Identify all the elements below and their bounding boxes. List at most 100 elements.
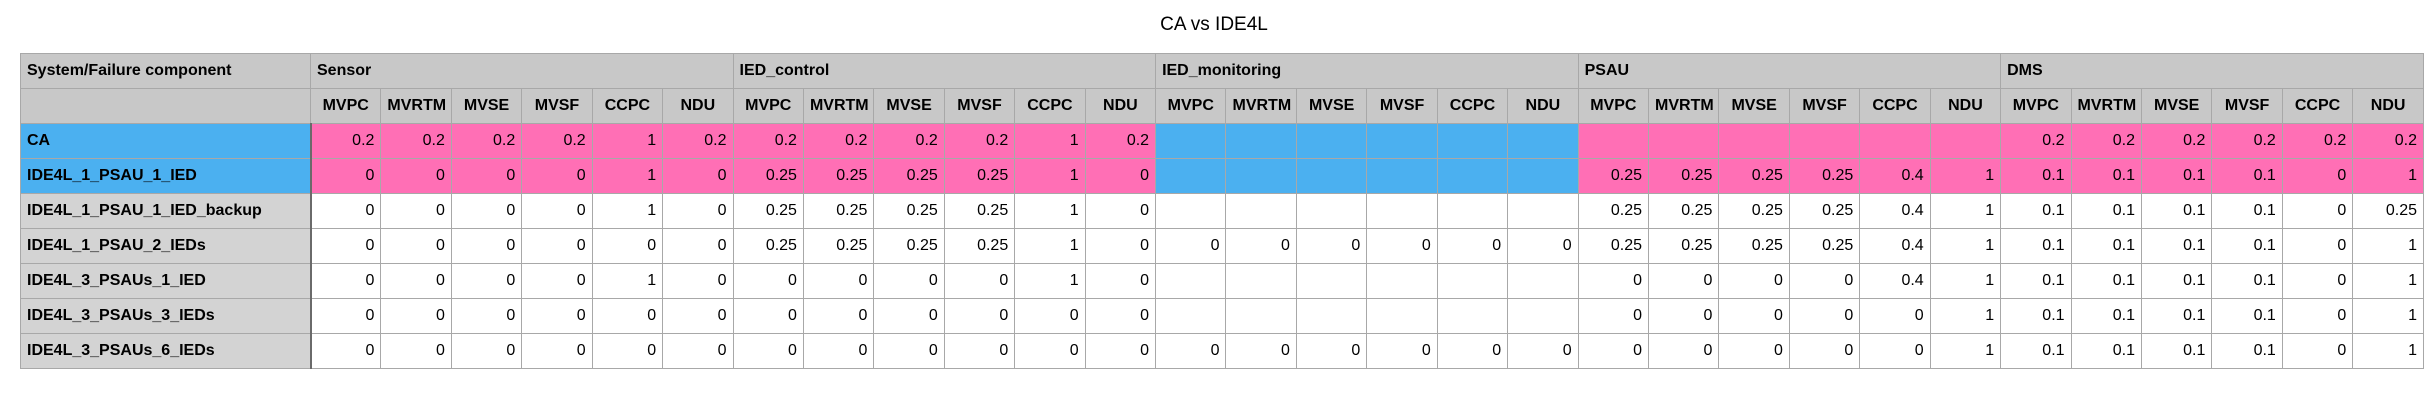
table-cell <box>1436 158 1509 194</box>
table-cell <box>1436 193 1509 229</box>
table-cell: 0 <box>1295 333 1368 369</box>
subcolumn-header: MVRTM <box>802 88 875 124</box>
table-cell: 0.25 <box>943 158 1016 194</box>
subcolumn-header: CCPC <box>2281 88 2354 124</box>
subcolumn-header: MVSE <box>1718 88 1790 124</box>
subcolumn-header: CCPC <box>1859 88 1931 124</box>
table-cell: 0 <box>873 333 945 369</box>
table-cell: 0 <box>1859 333 1931 369</box>
table-cell: 0.2 <box>309 123 382 159</box>
table-cell: 0.25 <box>732 228 804 264</box>
table-cell: 0 <box>943 298 1016 334</box>
table-cell: 0 <box>1648 333 1720 369</box>
table-cell: 0.25 <box>1648 158 1720 194</box>
table-cell: 0.25 <box>1718 158 1790 194</box>
group-header-psau: PSAU <box>1577 53 2002 89</box>
subcolumn-header: MVSE <box>450 88 523 124</box>
table-cell <box>1507 193 1579 229</box>
subcolumn-header: MVSE <box>1295 88 1368 124</box>
table-cell <box>1366 158 1438 194</box>
table-cell: 1 <box>591 158 664 194</box>
table-cell: 0 <box>521 228 593 264</box>
table-cell: 0 <box>309 158 382 194</box>
table-cell: 0 <box>1507 333 1579 369</box>
corner-label: System/Failure component <box>20 53 311 89</box>
table-cell: 0 <box>802 263 875 299</box>
table-cell: 0.2 <box>1084 123 1157 159</box>
table-cell: 0.1 <box>2070 298 2142 334</box>
table-row: IDE4L_1_PSAU_1_IED_backup 0 0 0 0 1 0 0.25 0.25 0… <box>20 193 2424 229</box>
table-cell: 0.2 <box>2140 123 2213 159</box>
table-cell: 0.1 <box>2140 228 2213 264</box>
table-cell: 1 <box>2352 158 2424 194</box>
group-header-ied-monitoring: IED_monitoring <box>1155 53 1579 89</box>
subcolumn-header: NDU <box>1929 88 2002 124</box>
table-cell: 0.25 <box>2352 193 2424 229</box>
subcolumn-header: CCPC <box>1014 88 1086 124</box>
table-cell: 0 <box>662 228 734 264</box>
table-cell: 0 <box>1084 263 1157 299</box>
table-cell: 0 <box>1648 263 1720 299</box>
table-cell: 0 <box>1788 298 1861 334</box>
table-cell: 0 <box>521 263 593 299</box>
table-cell: 0 <box>732 333 804 369</box>
table-cell: 1 <box>2352 333 2424 369</box>
row-label: IDE4L_1_PSAU_1_IED_backup <box>20 193 312 229</box>
table-cell: 0 <box>662 333 734 369</box>
table-cell: 0 <box>1577 298 1650 334</box>
table-cell: 1 <box>1014 158 1086 194</box>
table-cell <box>1295 123 1368 159</box>
table-cell: 0.1 <box>2070 158 2142 194</box>
table-cell <box>1225 123 1297 159</box>
table-cell: 0.1 <box>2211 263 2283 299</box>
table-cell: 0.25 <box>1648 193 1720 229</box>
table-cell: 0.25 <box>1648 228 1720 264</box>
table-cell: 0.25 <box>732 193 804 229</box>
table-cell: 0 <box>1648 298 1720 334</box>
subcolumn-header: NDU <box>2352 88 2424 124</box>
table-cell: 0.2 <box>380 123 452 159</box>
subcolumn-header: MVSF <box>1366 88 1438 124</box>
table-cell <box>1225 298 1297 334</box>
table-cell: 1 <box>1929 193 2002 229</box>
table-cell: 0.2 <box>943 123 1016 159</box>
table-row: IDE4L_1_PSAU_2_IEDs 0 0 0 0 0 0 0.25 0.25 0.25 0.2… <box>20 228 2424 264</box>
table-cell <box>1859 123 1931 159</box>
table-cell: 1 <box>1014 193 1086 229</box>
table-cell: 0.25 <box>1577 228 1650 264</box>
table-cell <box>1295 263 1368 299</box>
subcolumn-header: MVSF <box>521 88 593 124</box>
table-cell: 0 <box>732 263 804 299</box>
table-cell: 0.25 <box>1577 158 1650 194</box>
table-cell: 0 <box>1788 333 1861 369</box>
subcolumn-header: MVPC <box>309 88 382 124</box>
table-cell: 0 <box>802 298 875 334</box>
table-cell: 0.25 <box>1788 158 1861 194</box>
table-cell: 0 <box>380 263 452 299</box>
table-cell: 0 <box>591 298 664 334</box>
table-cell: 0 <box>2281 298 2354 334</box>
table-cell <box>1507 263 1579 299</box>
table-cell: 1 <box>2352 263 2424 299</box>
table-cell: 0.25 <box>802 228 875 264</box>
table-cell: 0.1 <box>2070 228 2142 264</box>
table-cell <box>1225 193 1297 229</box>
table-cell: 0.1 <box>2070 333 2142 369</box>
table-cell: 1 <box>1929 298 2002 334</box>
subcolumn-header: MVRTM <box>1648 88 1720 124</box>
table-cell: 0 <box>1718 333 1790 369</box>
table-cell: 0.2 <box>2352 123 2424 159</box>
table-cell: 1 <box>591 123 664 159</box>
table-cell: 0 <box>2281 193 2354 229</box>
group-header-ied-control: IED_control <box>732 53 1157 89</box>
row-label: IDE4L_3_PSAUs_1_IED <box>20 263 312 299</box>
table-cell: 0.4 <box>1859 263 1931 299</box>
table-cell <box>1507 298 1579 334</box>
corner-blank <box>20 88 311 124</box>
table-cell: 0 <box>1718 263 1790 299</box>
table-cell: 0 <box>450 298 523 334</box>
subcolumn-header: NDU <box>1507 88 1579 124</box>
table-cell: 0.4 <box>1859 193 1931 229</box>
subcolumn-header: MVPC <box>1155 88 1227 124</box>
table-cell: 0.25 <box>802 158 875 194</box>
